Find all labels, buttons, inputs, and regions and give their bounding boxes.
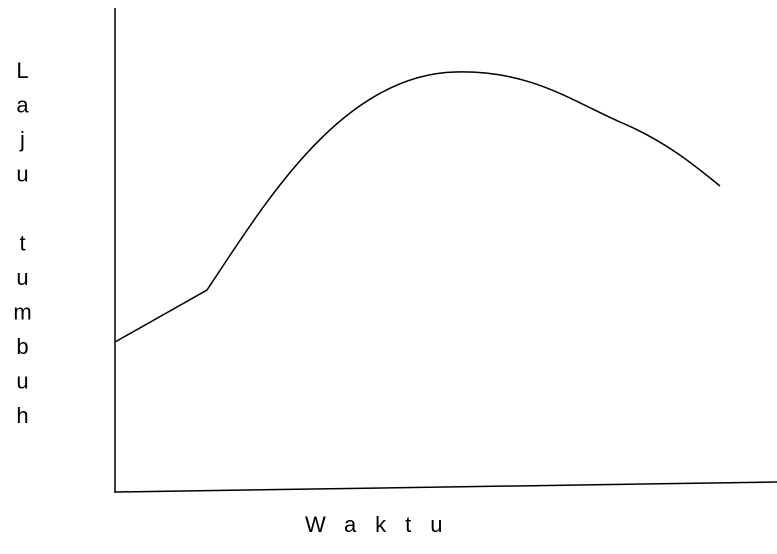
- x-axis: [114, 481, 777, 493]
- growth-curve: [114, 71, 721, 343]
- x-axis-label: Waktu: [305, 512, 462, 537]
- y-axis-label: Laju tumbuh: [10, 58, 35, 438]
